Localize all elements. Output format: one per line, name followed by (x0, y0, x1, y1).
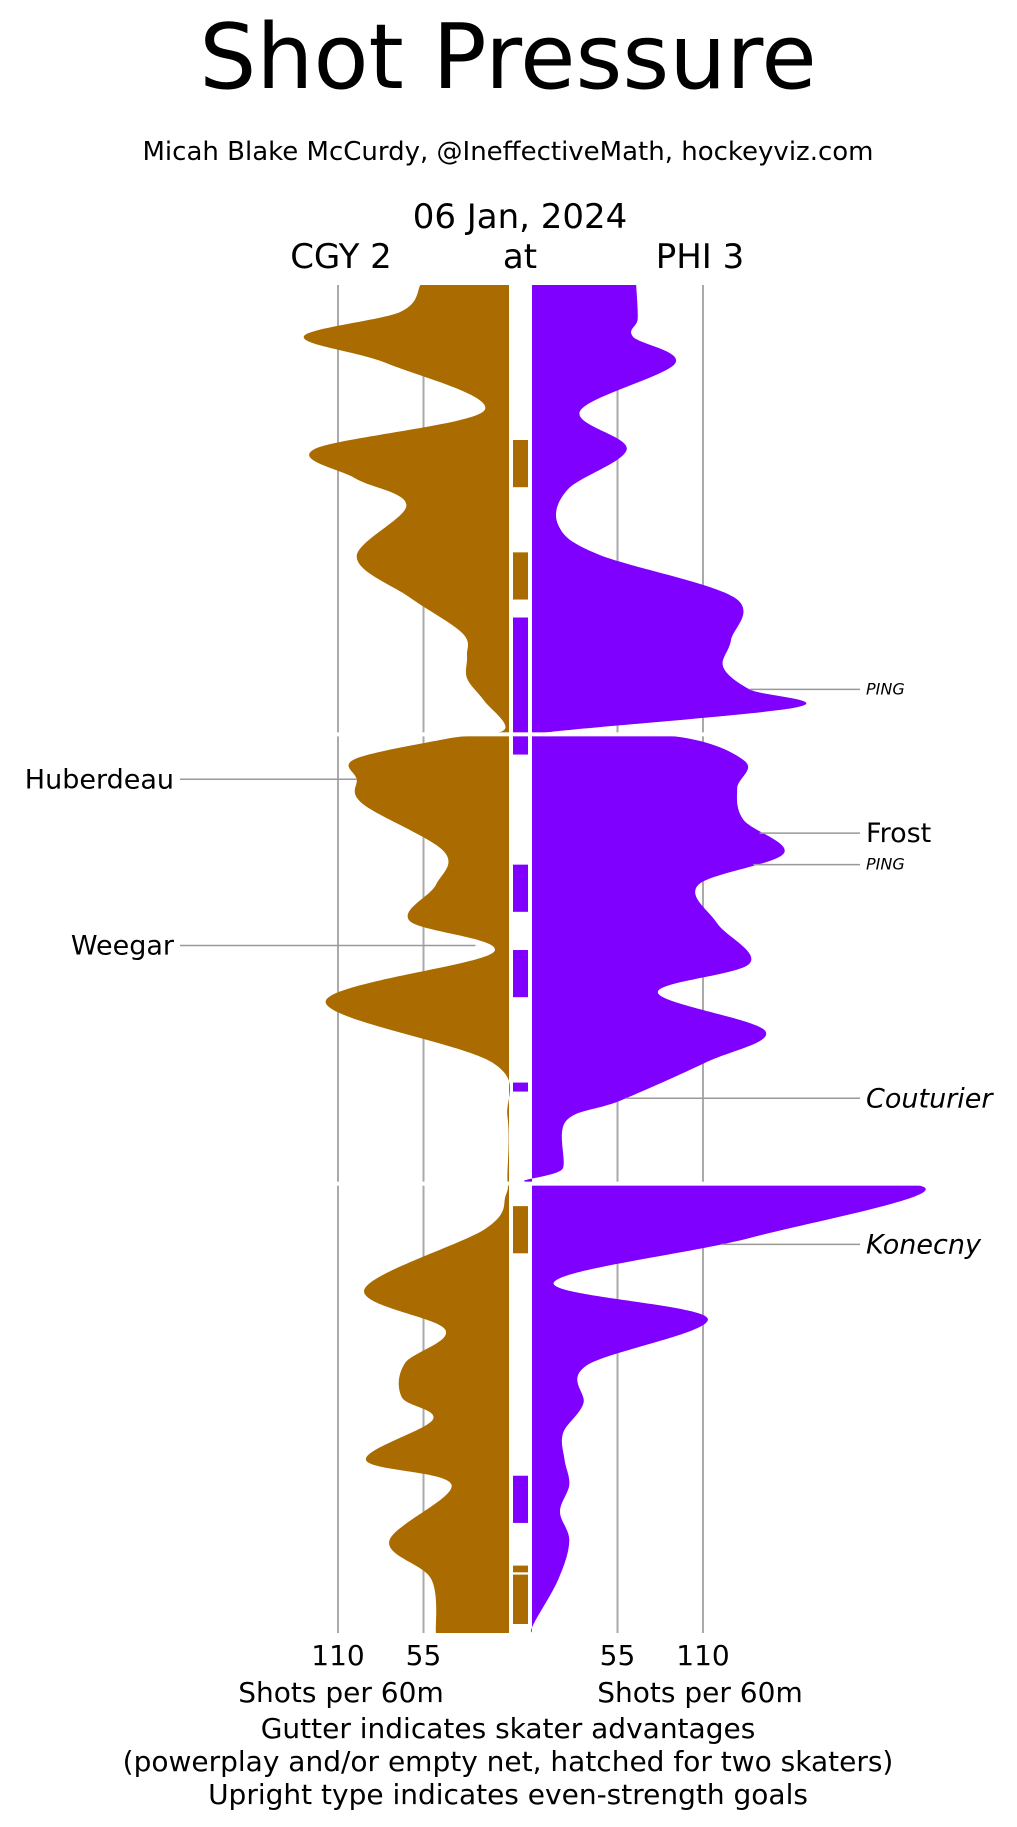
gutter-away-p3-2 (513, 1574, 528, 1625)
away-team-label: CGY 2 (290, 237, 392, 277)
gutter (513, 440, 528, 1625)
away-tick-55: 55 (406, 1639, 442, 1672)
gutter-home-3 (513, 1082, 528, 1092)
goal-label-4: Weegar (71, 931, 175, 962)
chart-subtitle: Micah Blake McCurdy, @IneffectiveMath, h… (143, 137, 874, 167)
home-tick-55: 55 (600, 1639, 636, 1672)
footer-line-3: Upright type indicates even-strength goa… (208, 1778, 808, 1811)
home-tick-110: 110 (676, 1639, 729, 1672)
home-team-label: PHI 3 (656, 237, 745, 277)
gutter-away-1 (513, 552, 528, 600)
goal-label-5: Couturier (866, 1083, 994, 1114)
period-divider-20 (300, 732, 920, 737)
away-tick-110: 110 (311, 1639, 364, 1672)
x-tick-labels: 110 110 55 55 (311, 1639, 729, 1672)
goal-label-3: PING (866, 855, 905, 874)
footer-line-2: (powerplay and/or empty net, hatched for… (123, 1745, 894, 1778)
gutter-home-0 (513, 617, 528, 755)
gutter-home-2 (513, 950, 528, 998)
gutter-home-p3-0 (513, 1475, 528, 1523)
chart-title: Shot Pressure (199, 5, 816, 110)
goal-label-0: PING (866, 679, 905, 698)
home-pressure-area (524, 285, 926, 1633)
gutter-away-0 (513, 440, 528, 488)
gutter-away-p3-1 (513, 1565, 528, 1573)
gutter-away-p3-0 (513, 1206, 528, 1254)
pressure-areas (303, 285, 926, 1633)
goal-label-1: Huberdeau (25, 764, 174, 795)
home-x-axis-label: Shots per 60m (597, 1676, 802, 1709)
at-label: at (503, 237, 537, 277)
gutter-home-1 (513, 864, 528, 912)
goal-label-2: Frost (866, 818, 931, 849)
goal-labels: PING Huberdeau Frost PING Weegar Couturier Kon… (25, 679, 995, 1260)
game-date: 06 Jan, 2024 (413, 197, 628, 237)
away-x-axis-label: Shots per 60m (238, 1676, 443, 1709)
period-divider-40 (300, 1181, 920, 1186)
away-pressure-area (303, 285, 511, 1633)
footer-line-1: Gutter indicates skater advantages (261, 1712, 756, 1745)
goal-label-6: Konecny (866, 1229, 982, 1260)
period-dividers (300, 732, 920, 1186)
